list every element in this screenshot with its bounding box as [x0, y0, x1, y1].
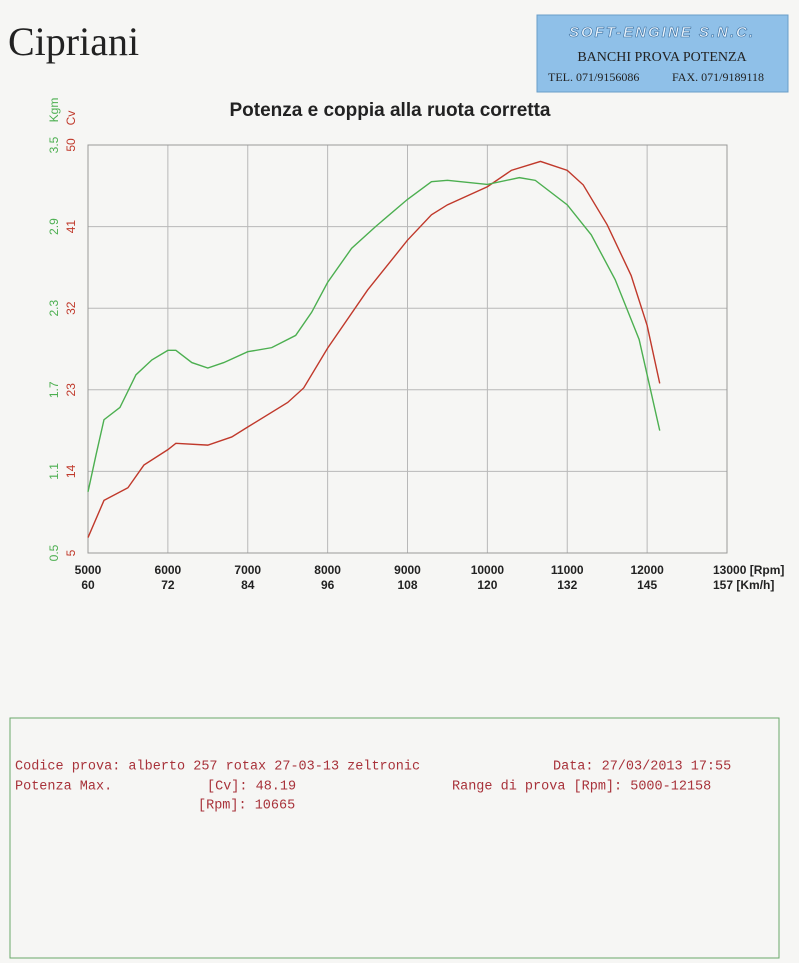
x2-tick-label: 120	[477, 578, 497, 592]
max-power-cv: [Cv]: 48.19	[207, 780, 296, 795]
client-name: Cipriani	[8, 19, 139, 64]
x2-tick-label: 157 [Km/h]	[713, 578, 774, 592]
x-tick-label: 5000	[75, 563, 102, 577]
y2-tick-label: 1.7	[47, 381, 61, 398]
x-tick-label: 11000	[551, 563, 584, 577]
y-tick-label: 50	[64, 138, 78, 152]
x-tick-label: 13000 [Rpm]	[713, 563, 784, 577]
y-tick-label: 14	[64, 464, 78, 478]
x-tick-label: 9000	[394, 563, 421, 577]
x2-tick-label: 132	[557, 578, 577, 592]
x-tick-label: 7000	[234, 563, 261, 577]
y-axis-label: Cv	[64, 111, 78, 126]
chart-title: Potenza e coppia alla ruota corretta	[230, 100, 551, 121]
footer-box	[9, 717, 780, 959]
y-tick-label: 41	[64, 220, 78, 234]
curve	[87, 160, 661, 538]
x-tick-label: 12000	[630, 563, 664, 577]
x2-tick-label: 145	[637, 578, 657, 592]
company-box	[536, 14, 789, 93]
x2-tick-label: 72	[161, 578, 175, 592]
y2-tick-label: 2.3	[47, 300, 61, 317]
max-power-label: Potenza Max.	[15, 780, 112, 795]
x2-tick-label: 108	[397, 578, 417, 592]
company-name: SOFT-ENGINE S.N.C.	[569, 24, 755, 41]
company-fax: FAX. 071/9189118	[672, 70, 764, 84]
x2-tick-label: 84	[241, 578, 255, 592]
company-service: BANCHI PROVA POTENZA	[577, 50, 747, 65]
y-tick-label: 32	[64, 301, 78, 315]
y-tick-label: 5	[64, 549, 78, 556]
y2-axis-label: Kgm	[47, 98, 61, 123]
test-range: Range di prova [Rpm]: 5000-12158	[452, 780, 711, 795]
x-tick-label: 10000	[471, 563, 505, 577]
x2-tick-label: 96	[321, 578, 335, 592]
x-tick-label: 8000	[314, 563, 341, 577]
max-power-rpm: [Rpm]: 10665	[198, 799, 295, 814]
y-tick-label: 23	[64, 383, 78, 397]
x2-tick-label: 60	[81, 578, 95, 592]
company-tel: TEL. 071/9156086	[548, 70, 639, 84]
y2-tick-label: 0.5	[47, 544, 61, 561]
curve	[87, 176, 661, 492]
x-tick-label: 6000	[155, 563, 182, 577]
test-date: Data: 27/03/2013 17:55	[553, 760, 731, 775]
y2-tick-label: 3.5	[47, 136, 61, 153]
y2-tick-label: 1.1	[47, 463, 61, 480]
test-code: Codice prova: alberto 257 rotax 27-03-13…	[15, 760, 420, 775]
y2-tick-label: 2.9	[47, 218, 61, 235]
plot-frame	[87, 144, 728, 554]
